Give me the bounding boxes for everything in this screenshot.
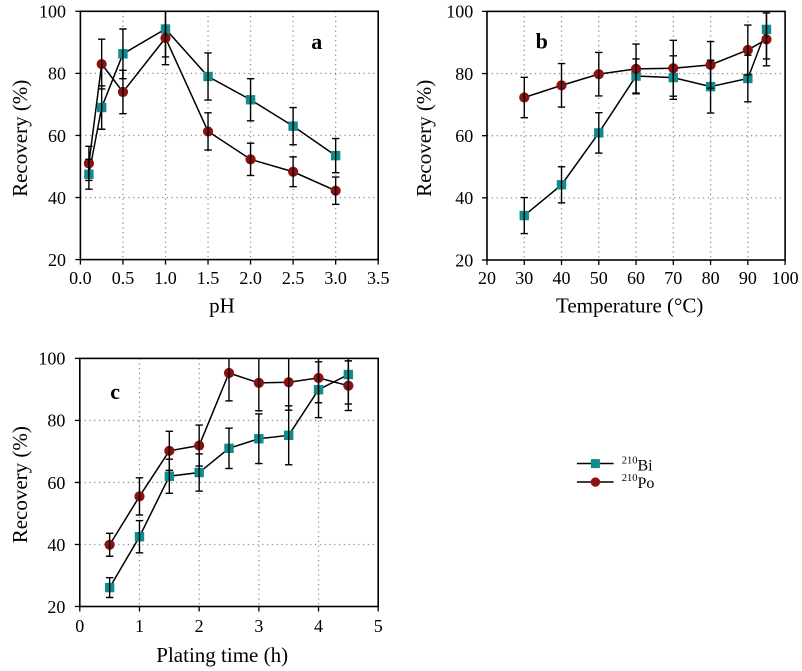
svg-text:50: 50 bbox=[590, 268, 608, 288]
svg-text:210Bi: 210Bi bbox=[622, 456, 653, 475]
svg-text:100: 100 bbox=[446, 2, 473, 22]
svg-text:0.0: 0.0 bbox=[69, 268, 92, 288]
svg-text:100: 100 bbox=[772, 268, 799, 288]
svg-text:20: 20 bbox=[47, 597, 65, 617]
svg-text:80: 80 bbox=[455, 64, 473, 84]
svg-text:60: 60 bbox=[48, 126, 66, 146]
svg-text:Recovery (%): Recovery (%) bbox=[8, 426, 32, 543]
svg-text:70: 70 bbox=[664, 268, 682, 288]
svg-text:Temperature (°C): Temperature (°C) bbox=[556, 294, 703, 318]
svg-text:3.5: 3.5 bbox=[367, 268, 390, 288]
svg-text:30: 30 bbox=[515, 268, 533, 288]
svg-text:1.5: 1.5 bbox=[197, 268, 220, 288]
svg-text:100: 100 bbox=[38, 349, 65, 369]
svg-text:90: 90 bbox=[739, 268, 757, 288]
svg-text:1.0: 1.0 bbox=[154, 268, 177, 288]
svg-text:c: c bbox=[110, 379, 120, 404]
svg-text:40: 40 bbox=[455, 188, 473, 208]
svg-text:20: 20 bbox=[48, 250, 66, 270]
svg-text:60: 60 bbox=[627, 268, 645, 288]
svg-text:3.0: 3.0 bbox=[324, 268, 347, 288]
svg-text:3: 3 bbox=[254, 616, 263, 636]
svg-text:Plating time (h): Plating time (h) bbox=[156, 643, 288, 667]
svg-text:210Po: 210Po bbox=[622, 473, 655, 492]
svg-text:2: 2 bbox=[195, 616, 204, 636]
svg-text:0.5: 0.5 bbox=[112, 268, 135, 288]
svg-text:60: 60 bbox=[47, 473, 65, 493]
svg-text:1: 1 bbox=[135, 616, 144, 636]
svg-text:20: 20 bbox=[455, 250, 473, 270]
svg-text:100: 100 bbox=[39, 2, 66, 22]
svg-text:20: 20 bbox=[478, 268, 496, 288]
svg-text:b: b bbox=[536, 29, 548, 54]
svg-text:pH: pH bbox=[209, 294, 235, 318]
svg-text:80: 80 bbox=[702, 268, 720, 288]
svg-text:40: 40 bbox=[47, 535, 65, 555]
svg-text:80: 80 bbox=[47, 411, 65, 431]
svg-text:5: 5 bbox=[374, 616, 383, 636]
svg-text:4: 4 bbox=[314, 616, 323, 636]
svg-text:Recovery (%): Recovery (%) bbox=[412, 80, 436, 197]
svg-text:0: 0 bbox=[75, 616, 84, 636]
svg-text:a: a bbox=[311, 29, 322, 54]
svg-text:40: 40 bbox=[553, 268, 571, 288]
svg-text:80: 80 bbox=[48, 64, 66, 84]
svg-text:2.5: 2.5 bbox=[282, 268, 305, 288]
svg-text:2.0: 2.0 bbox=[239, 268, 262, 288]
svg-text:60: 60 bbox=[455, 126, 473, 146]
svg-text:40: 40 bbox=[48, 188, 66, 208]
svg-text:Recovery (%): Recovery (%) bbox=[8, 80, 32, 197]
